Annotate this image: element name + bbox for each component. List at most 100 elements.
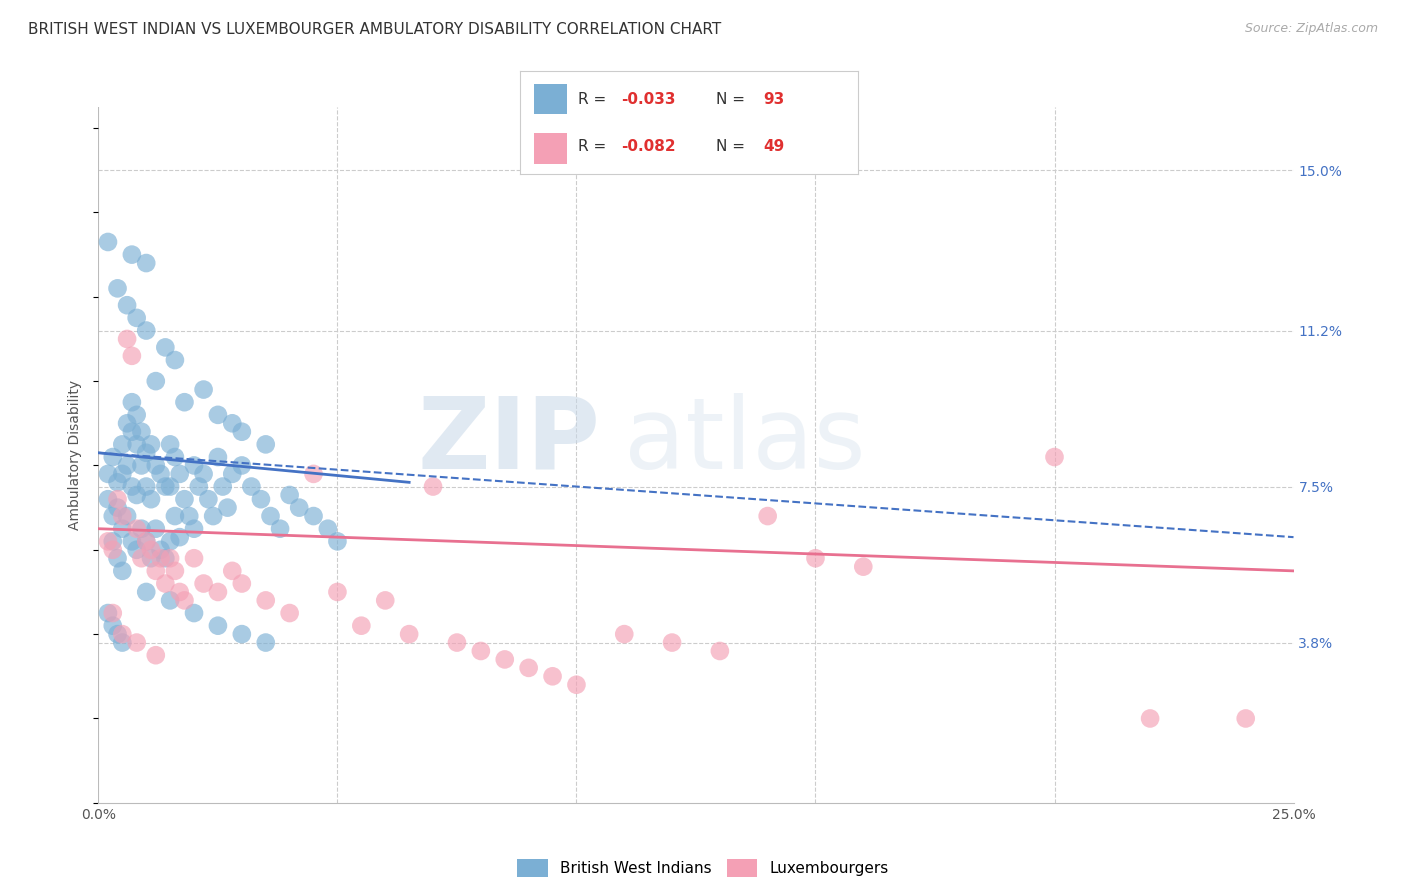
Point — [278, 606, 301, 620]
Point — [135, 446, 157, 460]
Point — [804, 551, 827, 566]
Point — [135, 256, 157, 270]
Point — [125, 437, 148, 451]
Text: R =: R = — [578, 92, 610, 106]
Point — [111, 509, 134, 524]
Point — [121, 534, 143, 549]
Text: N =: N = — [716, 92, 749, 106]
Point — [155, 479, 177, 493]
Point — [149, 467, 172, 481]
Point — [101, 542, 124, 557]
FancyBboxPatch shape — [534, 133, 568, 163]
Point — [288, 500, 311, 515]
Point — [221, 417, 243, 431]
Point — [149, 542, 172, 557]
Point — [155, 576, 177, 591]
Point — [159, 593, 181, 607]
Point — [302, 509, 325, 524]
Text: -0.082: -0.082 — [621, 139, 676, 153]
Point — [470, 644, 492, 658]
Point — [101, 606, 124, 620]
Point — [97, 235, 120, 249]
Point — [155, 551, 177, 566]
Point — [111, 467, 134, 481]
Point — [1139, 711, 1161, 725]
Point — [107, 475, 129, 490]
Point — [139, 551, 162, 566]
Point — [169, 530, 191, 544]
Point — [125, 310, 148, 325]
Point — [145, 522, 167, 536]
Point — [101, 534, 124, 549]
Point — [145, 648, 167, 663]
Y-axis label: Ambulatory Disability: Ambulatory Disability — [69, 380, 83, 530]
Text: atlas: atlas — [624, 392, 866, 490]
Point — [135, 324, 157, 338]
Point — [135, 534, 157, 549]
Point — [115, 458, 138, 473]
Point — [250, 492, 273, 507]
Point — [398, 627, 420, 641]
Point — [125, 542, 148, 557]
Point — [565, 678, 588, 692]
Point — [145, 458, 167, 473]
Point — [125, 635, 148, 649]
Point — [207, 618, 229, 632]
Point — [121, 479, 143, 493]
Point — [159, 551, 181, 566]
Point — [97, 467, 120, 481]
Point — [422, 479, 444, 493]
Point — [183, 606, 205, 620]
Point — [159, 479, 181, 493]
Point — [278, 488, 301, 502]
Point — [1234, 711, 1257, 725]
Point — [145, 374, 167, 388]
Point — [207, 408, 229, 422]
Point — [221, 564, 243, 578]
Text: BRITISH WEST INDIAN VS LUXEMBOURGER AMBULATORY DISABILITY CORRELATION CHART: BRITISH WEST INDIAN VS LUXEMBOURGER AMBU… — [28, 22, 721, 37]
Point — [163, 353, 186, 368]
Point — [269, 522, 291, 536]
Text: N =: N = — [716, 139, 749, 153]
Point — [187, 479, 209, 493]
Point — [115, 298, 138, 312]
Point — [183, 458, 205, 473]
Point — [97, 492, 120, 507]
Point — [145, 564, 167, 578]
Point — [107, 281, 129, 295]
Point — [121, 425, 143, 439]
Point — [173, 593, 195, 607]
Point — [374, 593, 396, 607]
Point — [231, 425, 253, 439]
Text: -0.033: -0.033 — [621, 92, 676, 106]
Point — [111, 635, 134, 649]
Point — [183, 522, 205, 536]
Point — [661, 635, 683, 649]
Point — [254, 593, 277, 607]
Point — [173, 492, 195, 507]
Point — [163, 509, 186, 524]
Point — [139, 492, 162, 507]
Point — [131, 522, 153, 536]
Point — [125, 522, 148, 536]
Point — [115, 509, 138, 524]
Point — [107, 492, 129, 507]
Point — [254, 635, 277, 649]
Point — [159, 534, 181, 549]
Point — [131, 425, 153, 439]
Text: ZIP: ZIP — [418, 392, 600, 490]
Point — [111, 564, 134, 578]
Point — [121, 395, 143, 409]
Point — [709, 644, 731, 658]
Text: 49: 49 — [763, 139, 785, 153]
Point — [97, 606, 120, 620]
Point — [179, 509, 201, 524]
Point — [259, 509, 281, 524]
Point — [101, 509, 124, 524]
Point — [115, 417, 138, 431]
Point — [613, 627, 636, 641]
Point — [169, 585, 191, 599]
Point — [135, 479, 157, 493]
Point — [107, 627, 129, 641]
Point — [159, 437, 181, 451]
